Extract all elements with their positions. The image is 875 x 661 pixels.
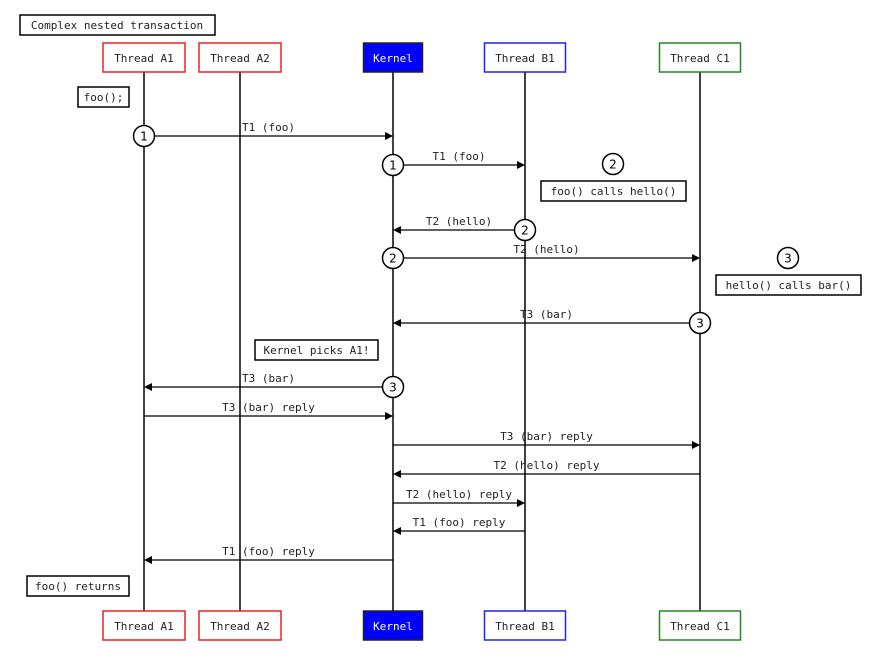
step-marker: 1 <box>381 153 405 177</box>
message-arrow: T1 (foo) reply <box>144 545 393 564</box>
message-label: T2 (hello) <box>426 215 492 228</box>
participant-label: Kernel <box>373 52 413 65</box>
message-arrow: T2 (hello) 2 <box>381 243 700 270</box>
svg-text:2: 2 <box>389 252 397 266</box>
message-arrow: T2 (hello) 2 <box>393 215 537 242</box>
note-text: foo(); <box>84 91 124 104</box>
message-arrow: T2 (hello) reply <box>393 488 525 507</box>
arrowhead-icon <box>144 556 152 564</box>
note-text: foo() returns <box>35 580 121 593</box>
note: foo() calls hello() 2 <box>540 152 687 202</box>
message-arrow: T3 (bar) 3 <box>393 308 712 335</box>
title: Complex nested transaction <box>31 19 203 32</box>
message-label: T2 (hello) <box>513 243 579 256</box>
participant-a2-bottom: Thread A2 <box>198 610 282 641</box>
message-label: T1 (foo) reply <box>413 516 506 529</box>
message-label: T1 (foo) <box>433 150 486 163</box>
participant-label: Thread C1 <box>670 620 730 633</box>
message-arrow: T1 (foo) reply <box>393 516 525 535</box>
arrowhead-icon <box>393 470 401 478</box>
svg-text:3: 3 <box>696 317 704 331</box>
message-label: T3 (bar) reply <box>222 401 315 414</box>
svg-text:1: 1 <box>389 159 397 173</box>
participant-c1-bottom: Thread C1 <box>658 610 742 641</box>
svg-text:3: 3 <box>784 252 792 266</box>
note: foo() returns <box>26 575 130 597</box>
message-arrow: T1 (foo) 1 <box>381 150 525 177</box>
message-label: T3 (bar) reply <box>500 430 593 443</box>
title-box: Complex nested transaction <box>19 14 216 36</box>
message-label: T1 (foo) reply <box>222 545 315 558</box>
step-marker: 2 <box>601 152 625 176</box>
participant-label: Kernel <box>373 620 413 633</box>
arrowhead-icon <box>393 226 401 234</box>
participant-label: Thread B1 <box>495 52 555 65</box>
note-text: hello() calls bar() <box>726 279 852 292</box>
note: foo(); <box>77 86 130 108</box>
arrowhead-icon <box>393 527 401 535</box>
step-marker: 2 <box>381 246 405 270</box>
participant-k-top: Kernel <box>362 42 424 73</box>
participant-k-bottom: Kernel <box>362 610 424 641</box>
participant-label: Thread A2 <box>210 52 270 65</box>
message-arrow: T2 (hello) reply <box>393 459 700 478</box>
participant-label: Thread A1 <box>114 620 174 633</box>
arrowhead-icon <box>144 383 152 391</box>
svg-text:2: 2 <box>521 224 529 238</box>
message-label: T3 (bar) <box>520 308 573 321</box>
arrowhead-icon <box>385 412 393 420</box>
message-label: T2 (hello) reply <box>494 459 600 472</box>
svg-text:3: 3 <box>389 381 397 395</box>
step-marker: 3 <box>776 246 800 270</box>
note-text: Kernel picks A1! <box>264 344 370 357</box>
svg-text:2: 2 <box>609 158 617 172</box>
arrowhead-icon <box>517 161 525 169</box>
step-marker: 1 <box>132 124 156 148</box>
step-marker: 3 <box>688 311 712 335</box>
step-marker: 2 <box>513 218 537 242</box>
message-arrow: T3 (bar) reply <box>393 430 700 449</box>
note: Kernel picks A1! <box>254 339 379 361</box>
note: hello() calls bar() 3 <box>715 246 862 296</box>
note-text: foo() calls hello() <box>551 185 677 198</box>
message-label: T3 (bar) <box>242 372 295 385</box>
arrowhead-icon <box>385 132 393 140</box>
arrowhead-icon <box>692 254 700 262</box>
message-arrow: T3 (bar) 3 <box>144 372 405 399</box>
arrowhead-icon <box>393 319 401 327</box>
message-arrow: T1 (foo) 1 <box>132 121 393 148</box>
participant-b1-bottom: Thread B1 <box>483 610 567 641</box>
participant-label: Thread A2 <box>210 620 270 633</box>
participant-label: Thread C1 <box>670 52 730 65</box>
participant-a1-bottom: Thread A1 <box>102 610 186 641</box>
participant-a1-top: Thread A1 <box>102 42 186 73</box>
svg-text:1: 1 <box>140 130 148 144</box>
message-arrow: T3 (bar) reply <box>144 401 393 420</box>
message-label: T1 (foo) <box>242 121 295 134</box>
participant-label: Thread A1 <box>114 52 174 65</box>
step-marker: 3 <box>381 375 405 399</box>
participant-a2-top: Thread A2 <box>198 42 282 73</box>
message-label: T2 (hello) reply <box>406 488 512 501</box>
arrowhead-icon <box>517 499 525 507</box>
participant-b1-top: Thread B1 <box>483 42 567 73</box>
arrowhead-icon <box>692 441 700 449</box>
participant-label: Thread B1 <box>495 620 555 633</box>
participant-c1-top: Thread C1 <box>658 42 742 73</box>
